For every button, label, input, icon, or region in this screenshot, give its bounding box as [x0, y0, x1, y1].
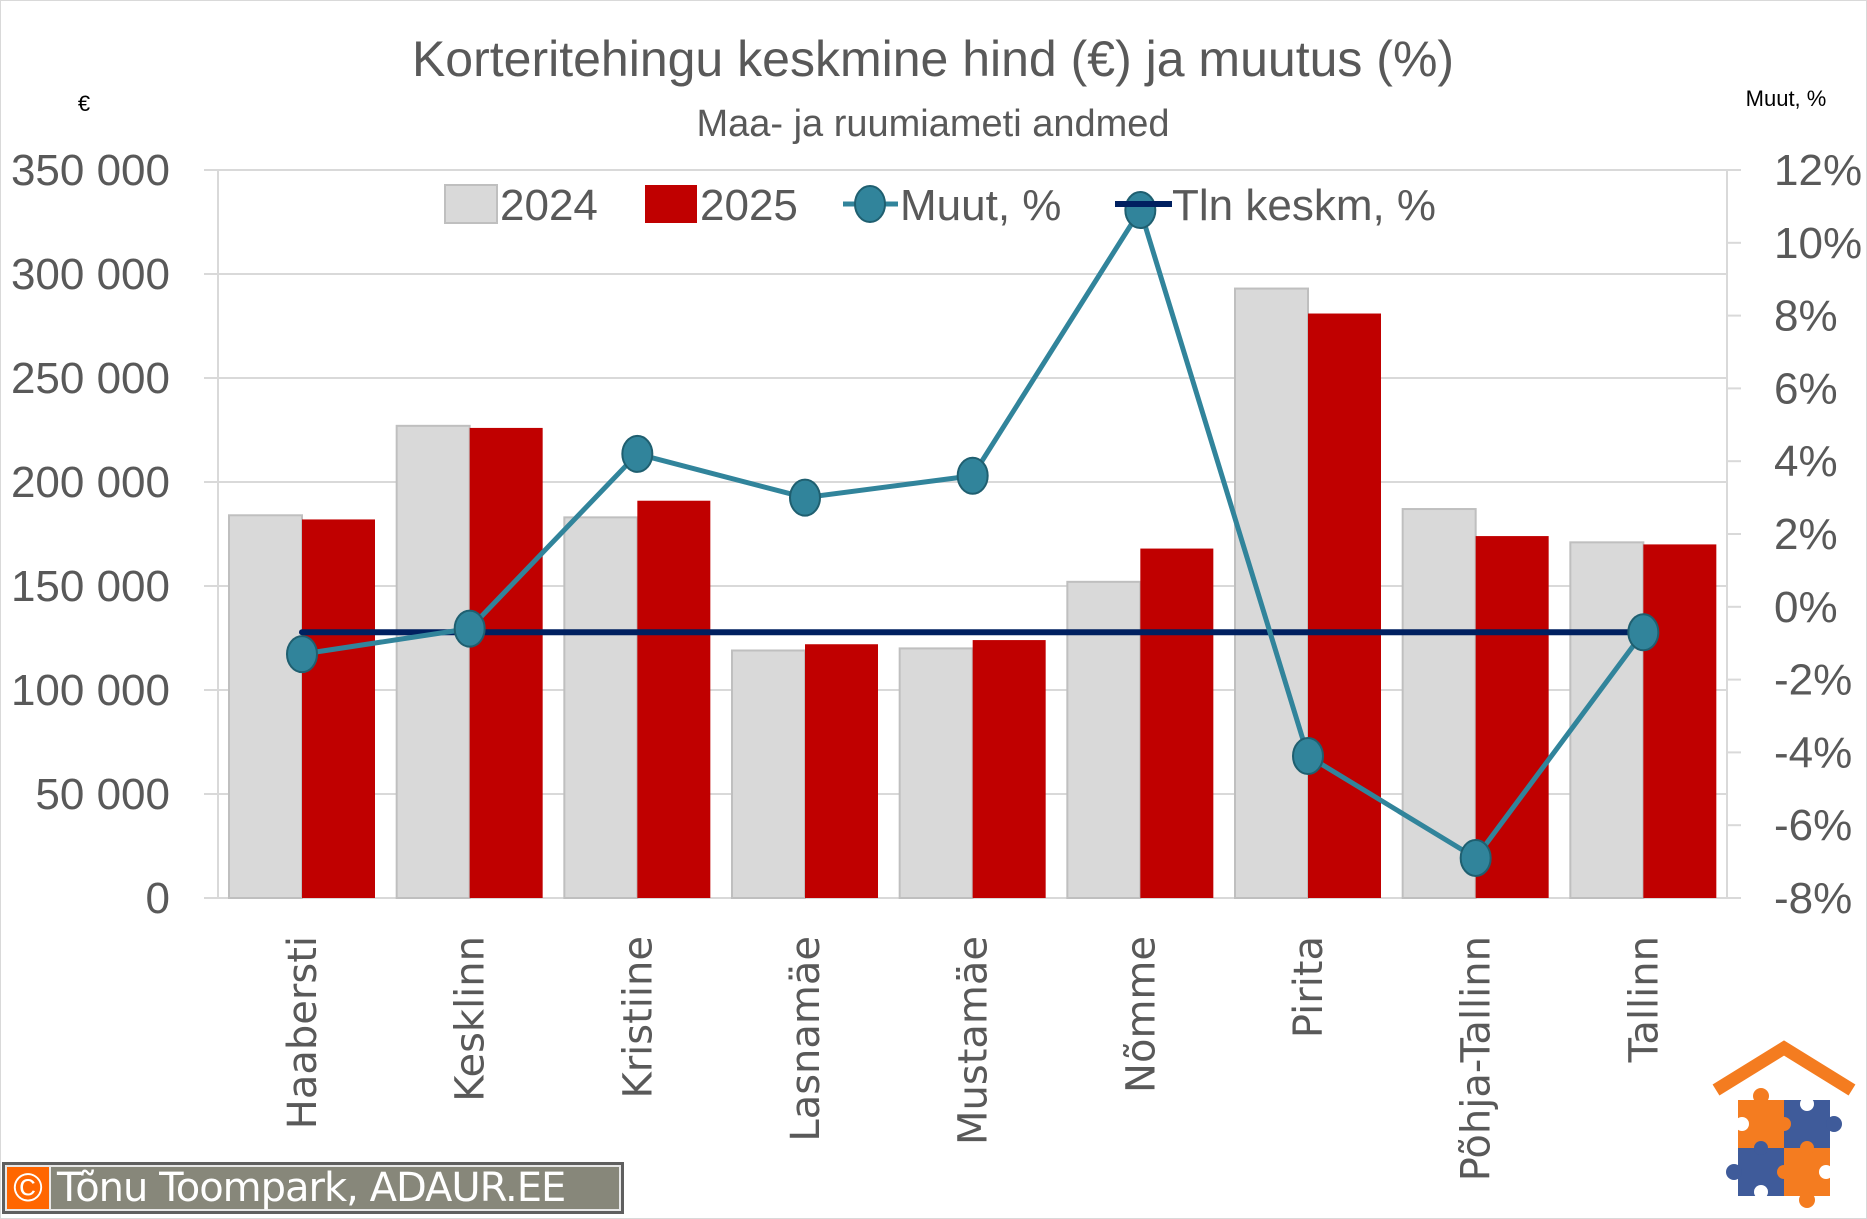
bar-2025: [637, 500, 711, 898]
bar-2024: [563, 516, 639, 899]
copyright-text: Tõnu Toompark, ADAUR.EE: [57, 1165, 566, 1211]
left-tick-label: 150 000: [11, 562, 170, 611]
legend-swatch-2025: [645, 185, 697, 223]
right-axis-unit: Muut, %: [1746, 86, 1827, 111]
legend-marker-muut-icon: [854, 185, 886, 223]
bar-2024: [1401, 508, 1477, 899]
bar-2024: [228, 514, 303, 900]
category-label: Lasnamäe: [783, 936, 829, 1142]
right-tick-label: 8%: [1774, 292, 1838, 341]
legend-label-muut: Muut, %: [900, 181, 1061, 230]
left-tick-label: 300 000: [11, 250, 170, 299]
bar-2024: [395, 424, 471, 899]
right-tick-label: 4%: [1774, 437, 1838, 486]
change-marker: [453, 609, 486, 648]
bar-2025: [302, 519, 375, 898]
bar-2024: [731, 649, 806, 899]
legend-label-2024: 2024: [500, 181, 598, 230]
bar-2024: [1569, 541, 1645, 899]
right-tick-label: -4%: [1774, 728, 1852, 777]
bar-2025: [1308, 313, 1381, 898]
left-tick-label: 250 000: [11, 354, 170, 403]
line-series: [286, 191, 1660, 877]
copyright-badge: © Tõnu Toompark, ADAUR.EE: [2, 1162, 624, 1214]
legend-label-2025: 2025: [700, 181, 798, 230]
right-tick-label: 6%: [1774, 364, 1838, 413]
category-label: Tallinn: [1621, 936, 1667, 1063]
category-label: Mustamäe: [951, 936, 997, 1145]
left-tick-label: 200 000: [11, 458, 170, 507]
bar-2025: [972, 640, 1046, 898]
bar-2025: [1140, 548, 1214, 898]
change-marker: [621, 434, 654, 473]
copyright-icon: ©: [7, 1166, 51, 1210]
change-marker: [1459, 838, 1492, 877]
chart-title: Korteritehingu keskmine hind (€) ja muut…: [412, 31, 1454, 87]
left-tick-label: 100 000: [11, 666, 170, 715]
bar-2025: [1643, 544, 1717, 898]
legend-label-tln-keskm: Tln keskm, %: [1172, 181, 1436, 230]
bar-2025: [469, 427, 543, 898]
right-tick-label: -8%: [1774, 874, 1852, 923]
category-label: Haabersti: [280, 936, 326, 1129]
right-tick-label: 10%: [1774, 219, 1862, 268]
bar-2024: [898, 647, 974, 900]
change-marker: [1627, 613, 1660, 652]
right-tick-label: -2%: [1774, 656, 1852, 705]
right-tick-label: 12%: [1774, 146, 1862, 195]
change-marker: [286, 635, 318, 674]
category-label: Pirita: [1286, 936, 1332, 1038]
legend: 2024 2025 Muut, % Tln keskm, %: [444, 181, 1436, 230]
category-axis-labels: Haabersti Kesklinn Kristiine Lasnamäe Mustam…: [280, 936, 1667, 1181]
category-label: Põhja-Tallinn: [1454, 936, 1500, 1181]
change-marker: [1292, 737, 1324, 776]
bar-2024: [1066, 580, 1142, 900]
change-marker: [1124, 191, 1157, 230]
bar-2024: [1234, 287, 1309, 899]
category-label: Nõmme: [1118, 936, 1164, 1093]
left-tick-label: 0: [146, 874, 170, 923]
category-label: Kristiine: [615, 936, 661, 1099]
bar-series: [228, 287, 1717, 900]
right-tick-label: 0%: [1774, 583, 1838, 632]
change-marker: [956, 456, 989, 495]
left-tick-label: 50 000: [35, 770, 170, 819]
right-axis-ticks: -8% -6% -4% -2% 0% 2% 4% 6% 8% 10% 12%: [1774, 146, 1862, 923]
house-puzzle-logo-icon: [1712, 1040, 1856, 1208]
left-tick-label: 350 000: [11, 146, 170, 195]
left-axis-unit: €: [78, 91, 90, 116]
bar-2025: [805, 644, 878, 898]
change-marker: [789, 478, 821, 517]
legend-swatch-2024: [444, 184, 498, 224]
right-tick-label: 2%: [1774, 510, 1838, 559]
left-axis-ticks: 0 50 000 100 000 150 000 200 000 250 000 300 0…: [11, 146, 170, 923]
right-tick-label: -6%: [1774, 801, 1852, 850]
chart-subtitle: Maa- ja ruumiameti andmed: [696, 103, 1169, 145]
category-label: Kesklinn: [448, 936, 494, 1102]
